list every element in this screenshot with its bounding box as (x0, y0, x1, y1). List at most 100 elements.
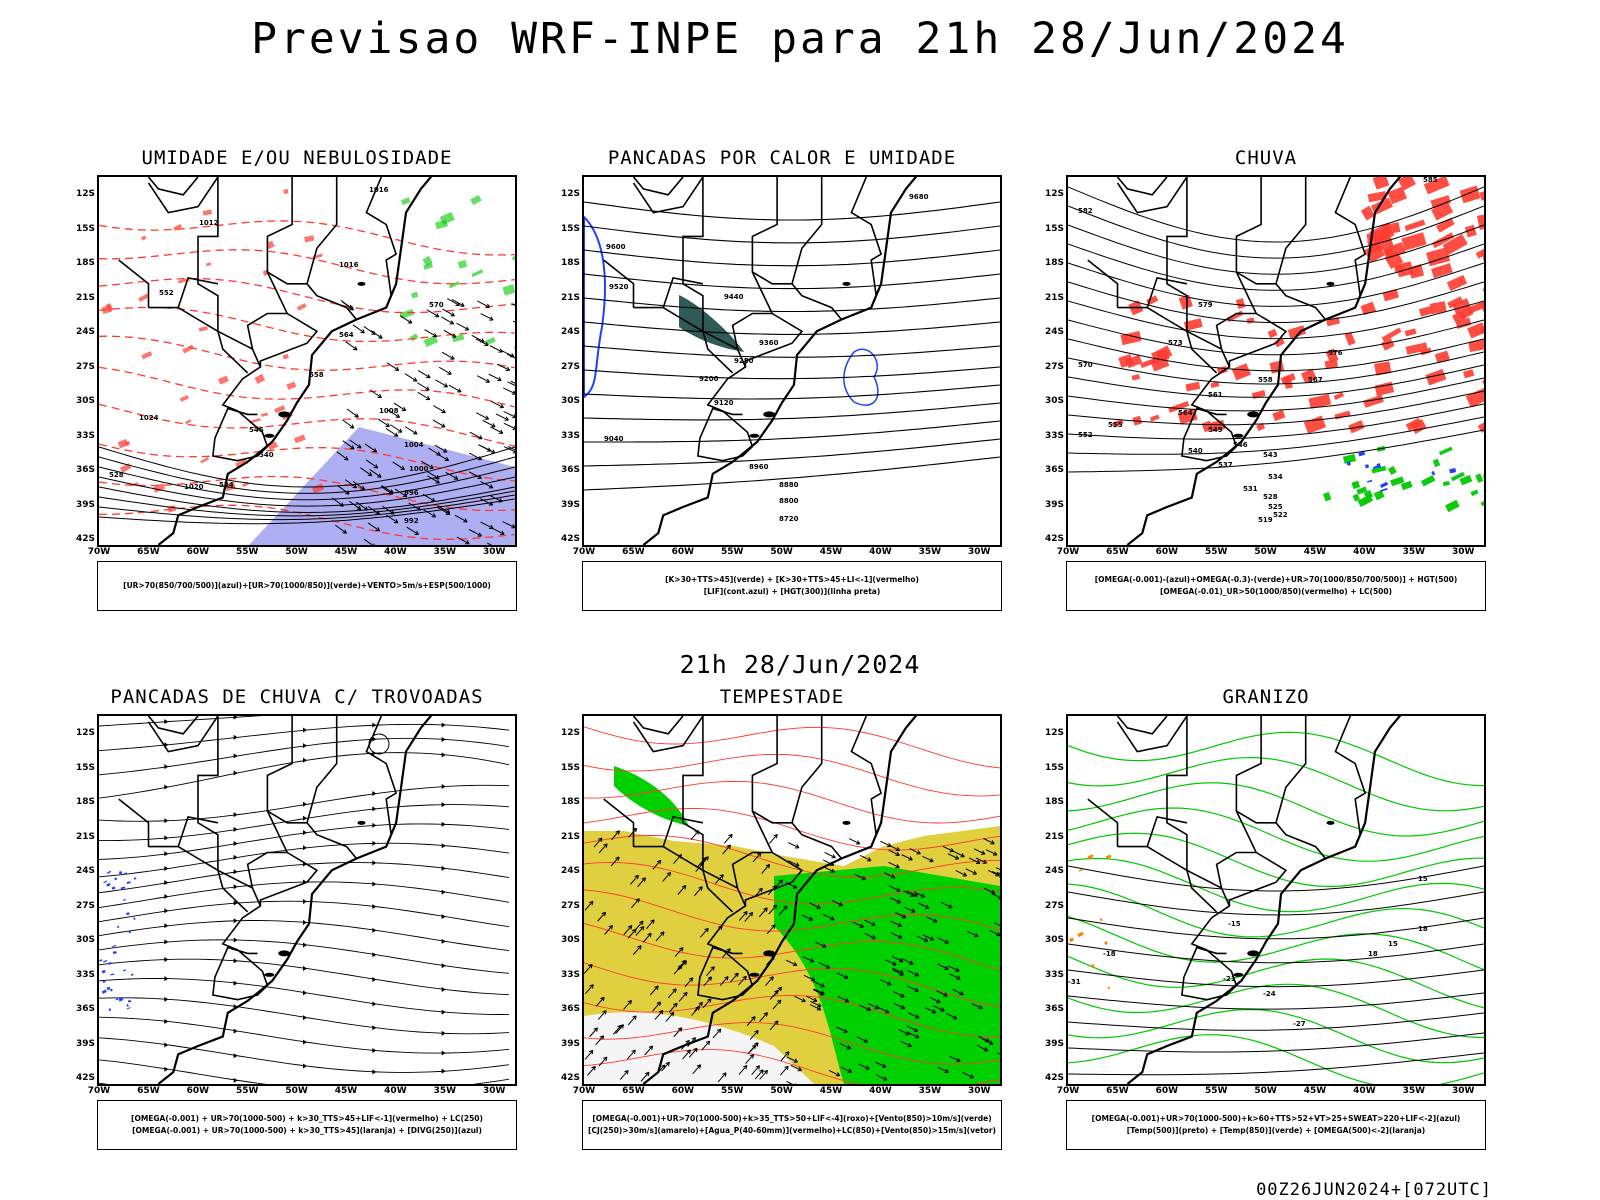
shaded-cell (1467, 322, 1484, 339)
wind-vector (761, 864, 770, 874)
vector-head (449, 320, 454, 325)
shaded-cell (470, 194, 482, 206)
latitude-tick: 24S (75, 327, 95, 337)
border-line (212, 946, 268, 1001)
wind-vector (883, 872, 896, 879)
contour-label: 579 (1198, 301, 1213, 309)
latitude-tick: 12S (75, 189, 95, 199)
shaded-cell (112, 951, 117, 954)
vector-head (378, 334, 383, 339)
vector-head (373, 464, 379, 469)
vector-head (363, 506, 369, 511)
vector-head (450, 355, 455, 360)
vector-head (863, 1038, 868, 1043)
shaded-cell (1381, 327, 1402, 342)
map-panel-umidade: UMIDADE E/OU NEBULOSIDADE 1016 1012 1016 100… (75, 147, 517, 627)
wind-vector (336, 451, 349, 461)
streamline-850 (584, 962, 1000, 1008)
contour-label: 552 (159, 289, 174, 297)
vector-head (490, 449, 496, 454)
longitude-tick: 50W (770, 547, 793, 557)
streamline-arrow (233, 958, 238, 964)
contour-label: 1016 (369, 186, 389, 194)
shaded-cell (1482, 282, 1484, 301)
geopotential-contour (584, 273, 1000, 290)
contour-label: 15 (1418, 875, 1428, 883)
streamline-arrow (164, 1066, 169, 1072)
latitude-tick: 30S (560, 935, 580, 945)
legend-line: [Temp(500)](preto) + [Temp(850)](verde) … (1126, 1126, 1426, 1135)
wind-vector (937, 1066, 949, 1073)
wind-vector (803, 974, 816, 981)
latitude-tick: 15S (75, 223, 95, 234)
vector-head (929, 858, 934, 863)
vector-head (666, 871, 672, 877)
vector-head (477, 456, 483, 461)
streamline-arrow (372, 806, 377, 812)
vector-head (450, 312, 455, 317)
vector-head (920, 893, 926, 898)
shaded-cell (1246, 317, 1255, 324)
streamline-arrow (164, 894, 169, 900)
border-line (662, 815, 704, 847)
panel-legend: [OMEGA(-0.001)-(azul)+OMEGA(-0.3)-(verde… (1066, 561, 1486, 611)
wind-vector (417, 391, 431, 401)
pressure-contour (99, 490, 515, 517)
border-line (365, 177, 398, 296)
vector-head (598, 837, 603, 843)
vector-head (792, 961, 798, 967)
shaded-cell (1303, 415, 1327, 434)
vector-head (704, 927, 709, 933)
latitude-tick: 30S (1044, 396, 1064, 406)
streamline-arrow (303, 1039, 307, 1045)
coastline (642, 716, 918, 1084)
wind-vector (480, 521, 494, 529)
wind-vector (949, 973, 961, 980)
thickness-contour (99, 277, 515, 314)
border-line (1116, 177, 1168, 196)
shaded-cell (112, 944, 117, 948)
wind-vector (456, 322, 470, 331)
streamline-arrow (441, 802, 446, 808)
geopotential-contour (584, 297, 1000, 313)
wind-vector (365, 459, 378, 469)
streamline-arrow (303, 815, 307, 821)
border-line (697, 946, 753, 1001)
wind-vector (902, 958, 914, 965)
vector-head (445, 510, 451, 515)
shaded-cell (1301, 368, 1317, 384)
vector-head (497, 376, 502, 382)
wind-vector (488, 373, 502, 381)
wind-vector (424, 329, 437, 338)
contour-label: 1020 (184, 483, 204, 491)
wind-vector (860, 855, 872, 862)
streamline (99, 978, 510, 1015)
wind-vector (749, 1030, 759, 1040)
lagoon (1233, 972, 1244, 977)
contour-label: -21 (1223, 975, 1236, 983)
shaded-cell (1099, 918, 1103, 922)
wind-vector (701, 1040, 711, 1051)
contour-label: 9600 (606, 243, 626, 251)
shaded-cell (1091, 964, 1095, 969)
latitude-tick: 36S (1044, 1004, 1064, 1014)
shaded-cell (1465, 388, 1484, 408)
wind-vector (480, 498, 493, 506)
latitude-tick: 24S (1044, 327, 1064, 337)
vector-head (375, 510, 380, 515)
panel-legend: [OMEGA(-0.001)+UR>70(1000-500)+k>60+TTS>… (1066, 1100, 1486, 1150)
wind-vector (584, 1050, 594, 1060)
latitude-tick: 21S (75, 831, 95, 842)
vector-head (367, 471, 373, 477)
clear-area (584, 1012, 814, 1084)
shaded-cell (1365, 464, 1369, 469)
streamline-arrow (233, 869, 238, 875)
mid-date: 21h 28/Jun/2024 (679, 650, 921, 679)
vector-head (896, 887, 901, 892)
wind-vector (387, 409, 400, 418)
wind-vector (858, 1063, 870, 1070)
wind-vector (587, 1066, 596, 1076)
vector-head (390, 510, 395, 515)
shaded-cell (1405, 417, 1422, 432)
latitude-tick: 33S (1044, 430, 1064, 441)
